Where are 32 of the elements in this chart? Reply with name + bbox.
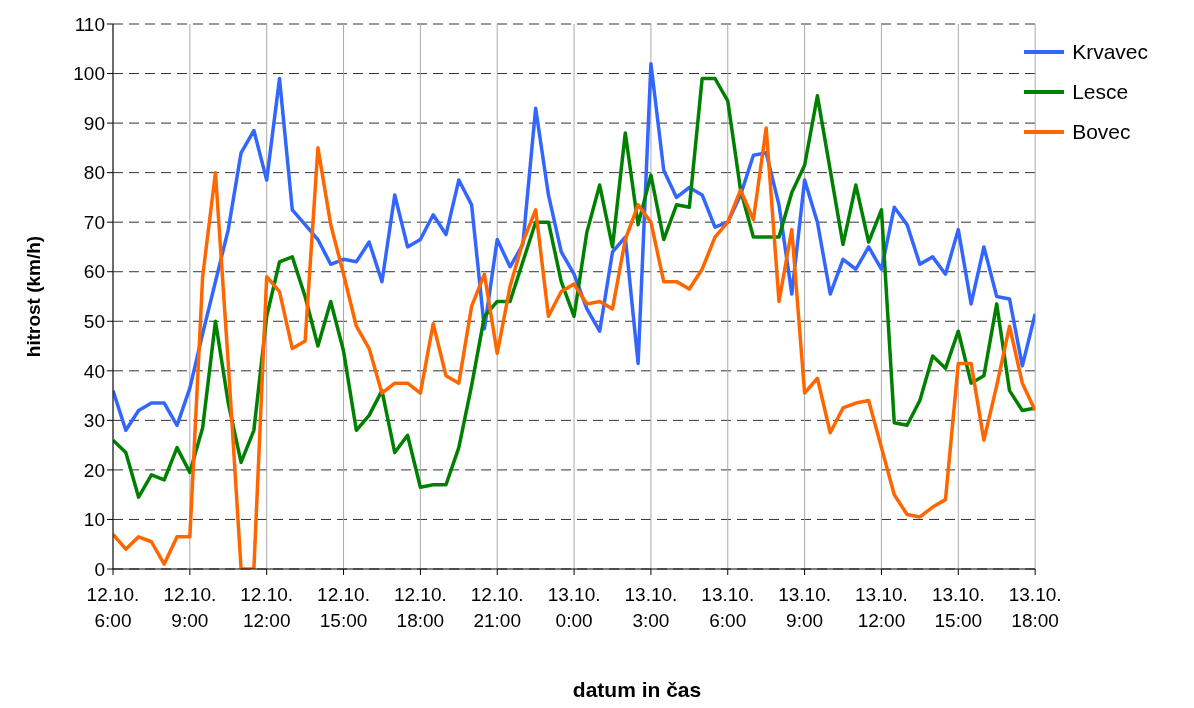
- y-tick-label: 80: [83, 162, 105, 184]
- y-tick-label: 100: [73, 63, 105, 85]
- x-tick-label: 13.10. 18:00: [1008, 584, 1062, 631]
- y-tick-label: 0: [94, 558, 105, 580]
- y-tick-label: 60: [83, 261, 105, 283]
- y-tick-label: 20: [83, 459, 105, 481]
- x-tick-label: 13.10. 15:00: [931, 584, 985, 631]
- y-tick-label: 40: [83, 360, 105, 382]
- x-tick-label: 12.10. 6:00: [86, 584, 140, 631]
- x-tick-label: 12.10. 9:00: [163, 584, 217, 631]
- y-tick-label: 90: [83, 112, 105, 134]
- y-tick-label: 50: [83, 311, 105, 333]
- x-tick-label: 12.10. 18:00: [393, 584, 447, 631]
- y-tick-label: 110: [74, 13, 105, 35]
- x-tick-label: 12.10. 15:00: [317, 584, 370, 631]
- x-tick-label: 13.10. 3:00: [624, 584, 678, 631]
- x-tick-label: 13.10. 12:00: [855, 584, 908, 631]
- y-tick-label: 30: [83, 410, 105, 432]
- legend-label: Krvavec: [1072, 39, 1148, 65]
- line-series: [113, 76, 1036, 499]
- y-axis-title: hitrost (km/h): [22, 235, 44, 358]
- y-tick-label: 70: [83, 211, 105, 233]
- legend-label: Bovec: [1072, 119, 1131, 145]
- x-tick-label: 13.10. 9:00: [778, 584, 832, 631]
- legend-label: Lesce: [1072, 79, 1129, 105]
- x-tick-label: 12.10. 21:00: [470, 584, 524, 631]
- x-tick-label: 13.10. 0:00: [547, 584, 601, 631]
- x-tick-label: 13.10. 6:00: [701, 584, 755, 631]
- x-axis-title: datum in čas: [571, 678, 703, 702]
- line-series: [113, 61, 1036, 433]
- x-tick-label: 12.10. 12:00: [240, 584, 294, 631]
- y-tick-label: 10: [83, 509, 105, 531]
